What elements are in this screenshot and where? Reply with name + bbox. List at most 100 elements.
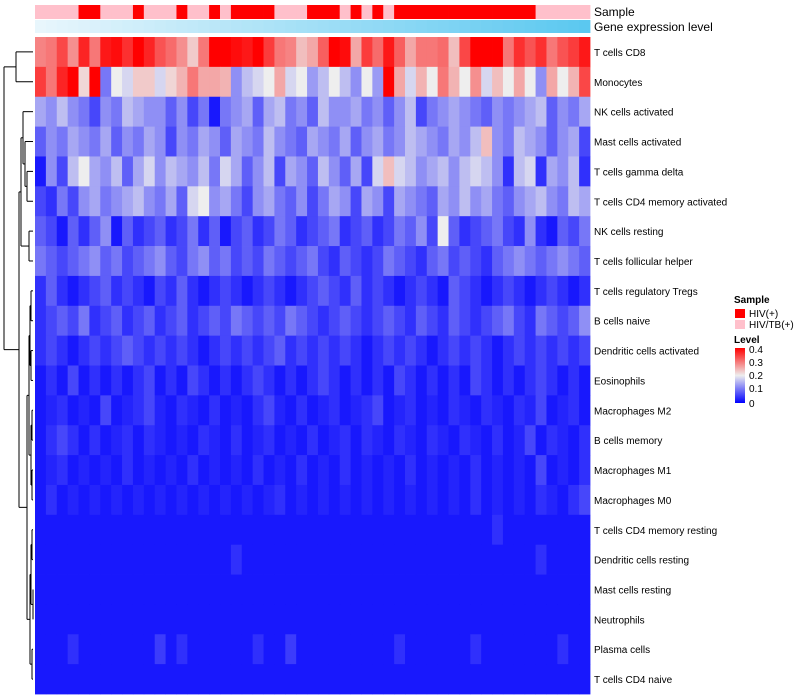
sample-annotation-cell bbox=[492, 5, 504, 19]
heatmap-cell bbox=[448, 186, 460, 217]
heatmap-cell bbox=[328, 395, 341, 426]
expression-annotation-cell bbox=[100, 20, 112, 33]
heatmap-cell bbox=[176, 305, 188, 337]
heatmap-cell bbox=[437, 216, 449, 247]
heatmap-cell bbox=[132, 365, 145, 396]
sample-annotation-cell bbox=[568, 5, 580, 19]
heatmap-cell bbox=[383, 66, 395, 98]
heatmap-cell bbox=[394, 574, 406, 605]
sample-annotation-cell bbox=[274, 5, 286, 19]
heatmap-cell bbox=[132, 216, 145, 247]
heatmap-cell bbox=[78, 395, 90, 426]
heatmap-cell bbox=[328, 335, 341, 366]
heatmap-cell bbox=[426, 66, 439, 98]
heatmap-cell bbox=[154, 216, 166, 247]
heatmap-cell bbox=[263, 37, 275, 68]
heatmap-cell bbox=[154, 246, 166, 277]
heatmap-cell bbox=[459, 425, 471, 456]
heatmap-cell bbox=[132, 544, 145, 575]
heatmap-cell bbox=[56, 514, 69, 546]
heatmap-cell bbox=[263, 604, 275, 635]
heatmap-cell bbox=[307, 574, 319, 605]
heatmap-cell bbox=[285, 544, 297, 575]
sample-annotation-cell bbox=[154, 5, 166, 19]
heatmap-cell bbox=[557, 664, 569, 695]
heatmap-cell bbox=[448, 455, 460, 486]
expression-annotation-cell bbox=[89, 20, 101, 33]
legend-tick-0-3: 0.3 bbox=[749, 358, 763, 369]
heatmap-cell bbox=[350, 186, 362, 217]
heatmap-cell bbox=[67, 335, 79, 366]
heatmap-cell bbox=[383, 275, 395, 307]
heatmap-cell bbox=[132, 484, 145, 516]
heatmap-cell bbox=[339, 365, 351, 396]
row-label: Mast cells resting bbox=[594, 586, 671, 597]
heatmap-cell bbox=[274, 126, 286, 157]
heatmap-cell bbox=[45, 544, 58, 575]
expression-annotation-cell bbox=[165, 20, 177, 33]
heatmap-cell bbox=[339, 156, 351, 187]
heatmap-cell bbox=[502, 484, 515, 516]
heatmap-cell bbox=[448, 634, 460, 665]
heatmap-cell bbox=[492, 455, 504, 486]
sample-annotation-cell bbox=[230, 5, 243, 19]
heatmap-cell bbox=[89, 455, 101, 486]
heatmap-cell bbox=[78, 514, 90, 546]
heatmap-cell bbox=[405, 246, 417, 277]
heatmap-cell bbox=[274, 216, 286, 247]
heatmap-cell bbox=[154, 96, 166, 127]
heatmap-cell bbox=[132, 305, 145, 337]
sample-annotation-cell bbox=[317, 5, 330, 19]
sample-annotation-cell bbox=[524, 5, 536, 19]
heatmap-cell bbox=[187, 514, 199, 546]
heatmap-cell bbox=[100, 514, 112, 546]
heatmap-cell bbox=[470, 574, 482, 605]
heatmap-cell bbox=[67, 37, 79, 68]
heatmap-cell bbox=[383, 365, 395, 396]
heatmap-cell bbox=[502, 574, 515, 605]
heatmap-cell bbox=[89, 126, 101, 157]
heatmap-cell bbox=[524, 216, 536, 247]
heatmap-cell bbox=[492, 156, 504, 187]
heatmap-cell bbox=[546, 544, 558, 575]
heatmap-cell bbox=[513, 216, 526, 247]
heatmap-cell bbox=[100, 455, 112, 486]
heatmap-cell bbox=[89, 66, 101, 98]
heatmap-cell bbox=[230, 484, 243, 516]
heatmap-cell bbox=[111, 246, 123, 277]
heatmap-cell bbox=[361, 634, 373, 665]
heatmap-cell bbox=[339, 634, 351, 665]
row-label: B cells naive bbox=[594, 317, 651, 328]
heatmap-cell bbox=[502, 66, 515, 98]
heatmap-cell bbox=[263, 96, 275, 127]
heatmap-cell bbox=[426, 395, 439, 426]
heatmap-cell bbox=[361, 186, 373, 217]
heatmap-cell bbox=[568, 574, 580, 605]
heatmap-cell bbox=[285, 514, 297, 546]
expression-annotation-cell bbox=[111, 20, 123, 33]
heatmap-cell bbox=[154, 604, 166, 635]
heatmap-cell bbox=[122, 544, 134, 575]
legend-label-hiv: HIV(+) bbox=[749, 309, 778, 320]
heatmap-cell bbox=[339, 425, 351, 456]
heatmap-cell bbox=[502, 604, 515, 635]
heatmap-cell bbox=[361, 395, 373, 426]
heatmap-cell bbox=[361, 37, 373, 68]
heatmap-cell bbox=[568, 37, 580, 68]
heatmap-cell bbox=[535, 275, 547, 307]
heatmap-cell bbox=[524, 246, 536, 277]
row-label: T cells gamma delta bbox=[594, 167, 684, 178]
heatmap-cell bbox=[100, 96, 112, 127]
heatmap-cell bbox=[35, 484, 47, 516]
heatmap-cell bbox=[176, 425, 188, 456]
heatmap-cell bbox=[307, 126, 319, 157]
heatmap-cell bbox=[502, 514, 515, 546]
heatmap-cell bbox=[230, 425, 243, 456]
heatmap-cell bbox=[470, 216, 482, 247]
heatmap-cell bbox=[241, 216, 254, 247]
heatmap-cell bbox=[241, 634, 254, 665]
heatmap-cell bbox=[317, 425, 330, 456]
heatmap-cell bbox=[132, 186, 145, 217]
heatmap-cell bbox=[165, 574, 177, 605]
heatmap-cell bbox=[339, 126, 351, 157]
